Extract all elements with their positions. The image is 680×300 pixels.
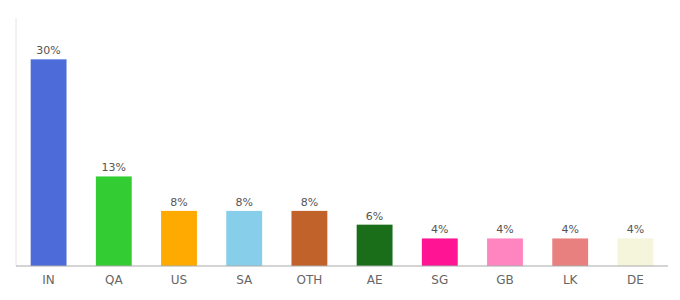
data-label: 30%: [36, 44, 60, 57]
bar: [226, 211, 262, 266]
bar: [552, 238, 588, 266]
data-label: 13%: [102, 161, 126, 174]
bar: [422, 238, 458, 266]
x-tick-label: LK: [563, 273, 579, 287]
x-tick-label: GB: [496, 273, 514, 287]
x-tick-label: OTH: [296, 273, 322, 287]
bar: [291, 211, 327, 266]
bar: [96, 176, 132, 266]
data-label: 4%: [561, 223, 578, 236]
bars: [31, 59, 654, 266]
data-label: 6%: [366, 210, 383, 223]
data-label: 4%: [496, 223, 513, 236]
x-tick-label: AE: [367, 273, 383, 287]
bar: [161, 211, 197, 266]
y-axis-line: [16, 18, 17, 266]
data-label: 8%: [235, 196, 252, 209]
bar: [357, 225, 393, 266]
x-tick-label: SG: [431, 273, 448, 287]
chart-container: IN QA US SA OTH AE SG GB LK DE 30% 13% 8% 8% 8% 6% 4% 4% 4…: [0, 0, 680, 300]
x-tick-label: US: [171, 273, 187, 287]
data-label: 4%: [431, 223, 448, 236]
x-tick-label: DE: [627, 273, 644, 287]
bar: [31, 59, 67, 266]
data-label: 8%: [301, 196, 318, 209]
bar: [487, 238, 523, 266]
x-tick-label: SA: [236, 273, 253, 287]
x-tick-label: QA: [105, 273, 123, 287]
chart: IN QA US SA OTH AE SG GB LK DE 30% 13% 8% 8% 8% 6% 4% 4% 4…: [0, 0, 680, 300]
bar: [617, 238, 653, 266]
data-label: 4%: [627, 223, 644, 236]
x-tick-label: IN: [42, 273, 55, 287]
data-label: 8%: [170, 196, 187, 209]
x-axis-line: [16, 265, 668, 266]
